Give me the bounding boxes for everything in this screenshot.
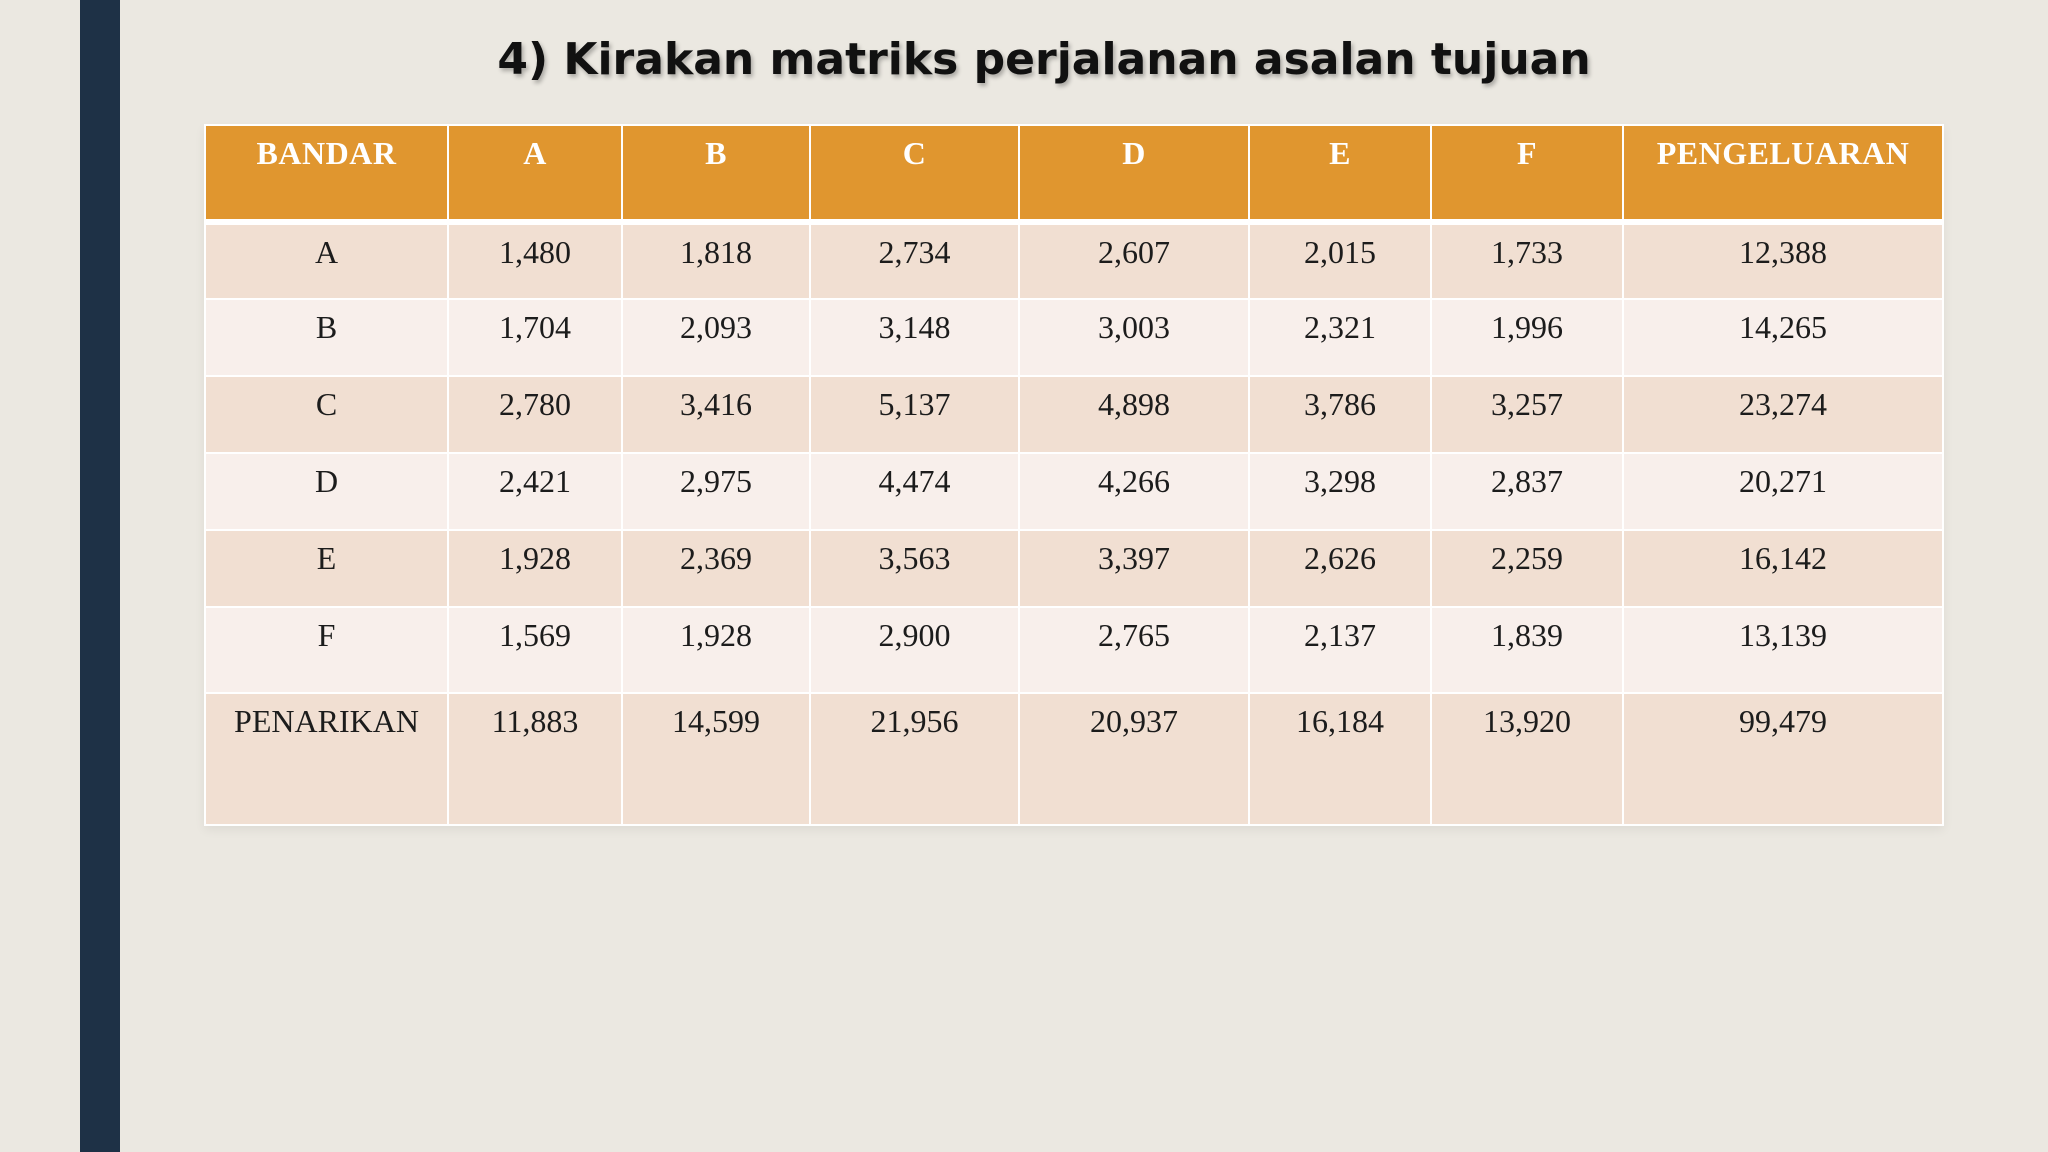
row-label: D: [204, 452, 449, 531]
table-cell: 1,704: [447, 298, 623, 377]
table-cell: 3,003: [1018, 298, 1250, 377]
slide-title: 4) Kirakan matriks perjalanan asalan tuj…: [497, 34, 1591, 85]
column-total-cell: 21,956: [809, 692, 1020, 826]
table-cell: 4,266: [1018, 452, 1250, 531]
table-cell: 2,321: [1248, 298, 1432, 377]
header-cell-f: F: [1430, 124, 1624, 223]
table-cell: 3,563: [809, 529, 1020, 608]
row-label: PENARIKAN: [204, 692, 449, 826]
table-cell: 2,900: [809, 606, 1020, 694]
table-cell: 2,607: [1018, 221, 1250, 300]
row-total-cell: 12,388: [1622, 221, 1944, 300]
header-cell-c: C: [809, 124, 1020, 223]
table-cell: 4,898: [1018, 375, 1250, 454]
table-cell: 4,474: [809, 452, 1020, 531]
od-matrix-table: BANDAR A B C D E F PENGELUARAN A 1,480 1…: [204, 124, 1944, 826]
row-total-cell: 13,139: [1622, 606, 1944, 694]
table-cell: 3,397: [1018, 529, 1250, 608]
table-cell: 1,996: [1430, 298, 1624, 377]
row-total-cell: 20,271: [1622, 452, 1944, 531]
accent-bar: [80, 0, 120, 1152]
table-cell: 1,839: [1430, 606, 1624, 694]
row-label: A: [204, 221, 449, 300]
table-cell: 3,257: [1430, 375, 1624, 454]
table-cell: 1,733: [1430, 221, 1624, 300]
row-label: F: [204, 606, 449, 694]
column-total-cell: 16,184: [1248, 692, 1432, 826]
table-row: C 2,780 3,416 5,137 4,898 3,786 3,257 23…: [204, 375, 1944, 454]
row-total-cell: 23,274: [1622, 375, 1944, 454]
table-row: B 1,704 2,093 3,148 3,003 2,321 1,996 14…: [204, 298, 1944, 377]
table-cell: 2,015: [1248, 221, 1432, 300]
row-label: C: [204, 375, 449, 454]
column-total-cell: 20,937: [1018, 692, 1250, 826]
row-total-cell: 14,265: [1622, 298, 1944, 377]
table-cell: 2,780: [447, 375, 623, 454]
table-cell: 1,928: [621, 606, 811, 694]
table-cell: 3,298: [1248, 452, 1432, 531]
table-cell: 1,928: [447, 529, 623, 608]
header-row: BANDAR A B C D E F PENGELUARAN: [204, 124, 1944, 223]
table-cell: 3,786: [1248, 375, 1432, 454]
table-row: F 1,569 1,928 2,900 2,765 2,137 1,839 13…: [204, 606, 1944, 694]
row-label: B: [204, 298, 449, 377]
column-total-cell: 14,599: [621, 692, 811, 826]
table-cell: 1,818: [621, 221, 811, 300]
table-cell: 2,734: [809, 221, 1020, 300]
table-row: E 1,928 2,369 3,563 3,397 2,626 2,259 16…: [204, 529, 1944, 608]
table-cell: 1,569: [447, 606, 623, 694]
table-cell: 5,137: [809, 375, 1020, 454]
table-cell: 1,480: [447, 221, 623, 300]
table-row: A 1,480 1,818 2,734 2,607 2,015 1,733 12…: [204, 221, 1944, 300]
row-label: E: [204, 529, 449, 608]
table-cell: 2,093: [621, 298, 811, 377]
header-cell-pengeluaran: PENGELUARAN: [1622, 124, 1944, 223]
table-row: D 2,421 2,975 4,474 4,266 3,298 2,837 20…: [204, 452, 1944, 531]
table-cell: 2,837: [1430, 452, 1624, 531]
table-cell: 2,421: [447, 452, 623, 531]
table-cell: 3,148: [809, 298, 1020, 377]
header-cell-a: A: [447, 124, 623, 223]
header-cell-b: B: [621, 124, 811, 223]
header-cell-d: D: [1018, 124, 1250, 223]
grand-total-cell: 99,479: [1622, 692, 1944, 826]
table-cell: 2,626: [1248, 529, 1432, 608]
header-cell-e: E: [1248, 124, 1432, 223]
header-cell-bandar: BANDAR: [204, 124, 449, 223]
column-total-cell: 13,920: [1430, 692, 1624, 826]
table-cell: 2,369: [621, 529, 811, 608]
column-total-cell: 11,883: [447, 692, 623, 826]
table-cell: 2,137: [1248, 606, 1432, 694]
table-cell: 2,765: [1018, 606, 1250, 694]
table-cell: 2,259: [1430, 529, 1624, 608]
row-total-cell: 16,142: [1622, 529, 1944, 608]
table-cell: 2,975: [621, 452, 811, 531]
table-cell: 3,416: [621, 375, 811, 454]
penarikan-total-row: PENARIKAN 11,883 14,599 21,956 20,937 16…: [204, 692, 1944, 826]
